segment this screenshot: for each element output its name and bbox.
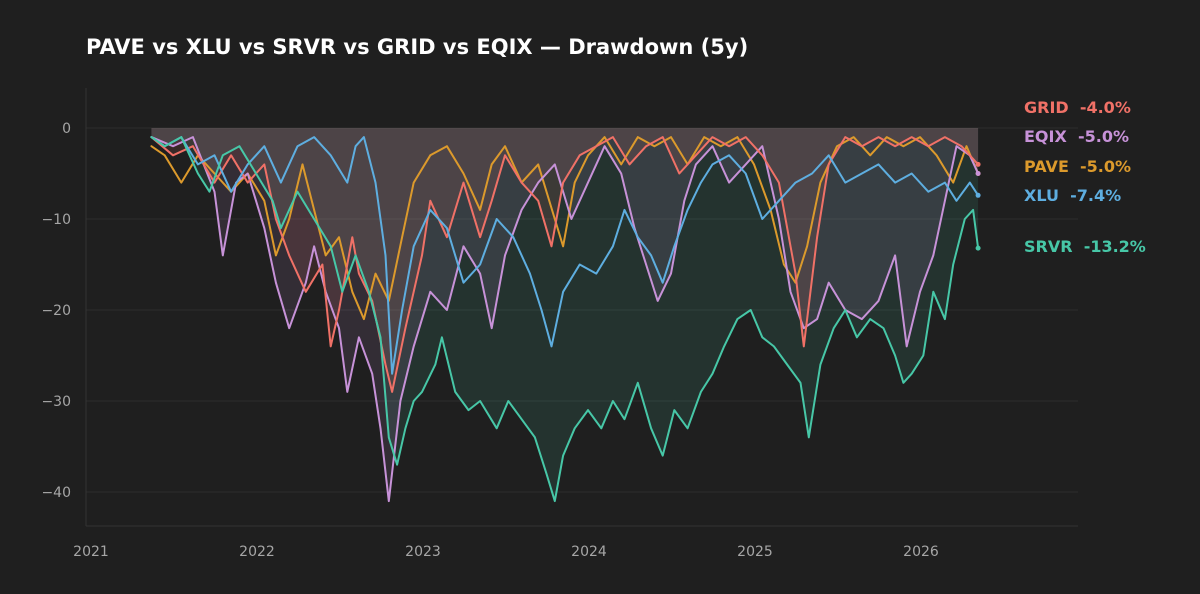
- legend-item-pave: PAVE -5.0%: [1024, 157, 1131, 176]
- y-tick-label: 0: [62, 121, 71, 137]
- series-line-eqix: [150, 136, 980, 503]
- series-lines: [150, 136, 981, 503]
- chart-title: PAVE vs XLU vs SRVR vs GRID vs EQIX — Dr…: [86, 35, 748, 59]
- grid-lines: [85, 88, 1078, 527]
- series-line-xlu: [150, 136, 980, 375]
- legend-item-grid: GRID -4.0%: [1024, 98, 1131, 117]
- series-line-srvr: [150, 136, 980, 503]
- legend: GRID -4.0% EQIX -5.0% PAVE -5.0% XLU -7.4% S…: [1024, 98, 1146, 256]
- x-axis-ticks: 2021 2022 2023 2024 2025 2026: [73, 544, 939, 560]
- legend-item-srvr: SRVR -13.2%: [1024, 237, 1146, 256]
- y-tick-label: −40: [41, 485, 71, 501]
- y-tick-label: −30: [41, 394, 71, 410]
- area-fill-srvr: [151, 128, 979, 502]
- drawdown-fills: [151, 128, 979, 502]
- x-tick-label: 2025: [737, 544, 773, 560]
- series-end-point-srvr: [975, 245, 981, 251]
- x-tick-label: 2022: [239, 544, 275, 560]
- x-tick-label: 2024: [571, 544, 607, 560]
- series-line-grid: [150, 136, 980, 393]
- x-tick-label: 2026: [903, 544, 939, 560]
- area-fill-grid: [151, 128, 979, 392]
- x-tick-label: 2023: [405, 544, 441, 560]
- area-fill-eqix: [151, 128, 979, 502]
- series-end-point-xlu: [975, 192, 981, 198]
- y-axis-ticks: 0 −10 −20 −30 −40: [41, 121, 71, 501]
- legend-item-eqix: EQIX -5.0%: [1024, 127, 1129, 146]
- series-end-point-eqix: [975, 171, 981, 176]
- y-tick-label: −10: [41, 212, 71, 228]
- y-tick-label: −20: [41, 303, 71, 319]
- x-tick-label: 2021: [73, 544, 109, 560]
- legend-item-xlu: XLU -7.4%: [1024, 186, 1121, 205]
- series-end-point-grid: [975, 161, 981, 167]
